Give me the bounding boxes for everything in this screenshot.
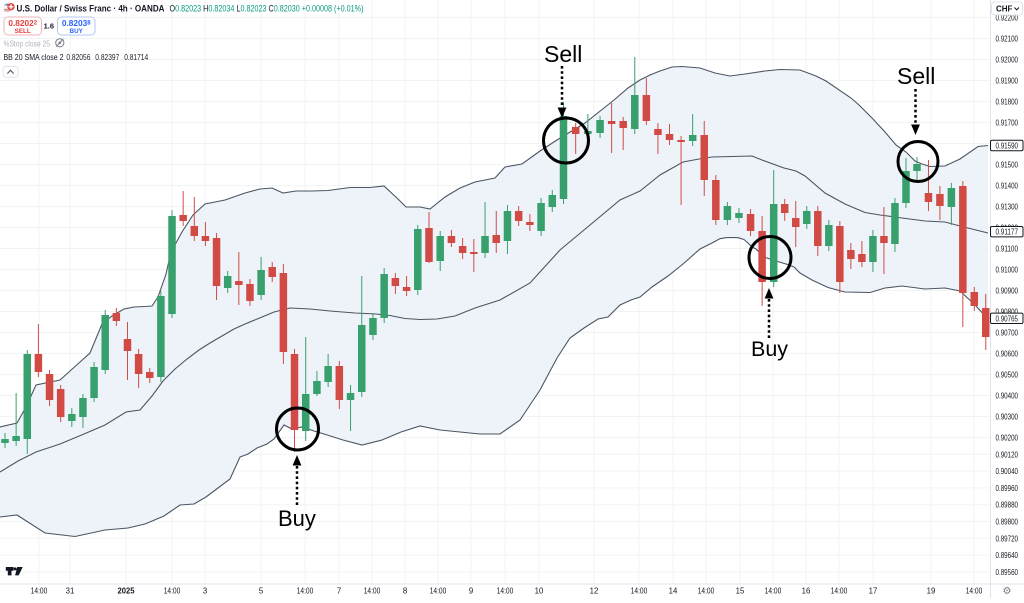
svg-text:BB 20 SMA close 2: BB 20 SMA close 2 <box>4 52 64 62</box>
svg-text:15: 15 <box>736 587 745 596</box>
svg-text:17: 17 <box>869 587 878 596</box>
svg-text:SELL: SELL <box>15 28 31 35</box>
svg-text:12: 12 <box>590 587 599 596</box>
svg-text:14:00: 14:00 <box>297 587 314 596</box>
svg-text:0.90300: 0.90300 <box>996 413 1019 422</box>
svg-text:0.92200: 0.92200 <box>996 14 1019 23</box>
svg-text:U.S. Dollar / Swiss Franc · 4h: U.S. Dollar / Swiss Franc · 4h · OANDA <box>17 4 165 15</box>
svg-text:0.89960: 0.89960 <box>996 484 1019 493</box>
svg-text:Sell: Sell <box>544 41 582 67</box>
svg-text:Buy: Buy <box>751 337 788 361</box>
svg-text:0.91900: 0.91900 <box>996 77 1019 86</box>
svg-text:2025: 2025 <box>118 587 136 596</box>
svg-text:8: 8 <box>403 587 407 596</box>
svg-text:Sell: Sell <box>897 63 935 89</box>
svg-text:0.90700: 0.90700 <box>996 329 1019 338</box>
svg-text:0.89800: 0.89800 <box>996 518 1019 527</box>
svg-text:14:00: 14:00 <box>430 587 447 596</box>
svg-text:1.6: 1.6 <box>44 22 54 31</box>
svg-text:0.89560: 0.89560 <box>996 568 1019 577</box>
svg-text:10: 10 <box>535 587 544 596</box>
svg-text:0.91700: 0.91700 <box>996 119 1019 128</box>
svg-text:14:00: 14:00 <box>364 587 381 596</box>
svg-text:0.89720: 0.89720 <box>996 534 1019 543</box>
svg-text:16: 16 <box>802 587 811 596</box>
svg-text:0.91590: 0.91590 <box>996 142 1019 151</box>
svg-text:0.90800: 0.90800 <box>996 308 1019 317</box>
svg-text:14:00: 14:00 <box>164 587 181 596</box>
svg-text:7: 7 <box>337 587 341 596</box>
svg-text:0.90600: 0.90600 <box>996 350 1019 359</box>
svg-text:BUY: BUY <box>70 28 84 35</box>
svg-text:0.91100: 0.91100 <box>996 245 1019 254</box>
svg-text:14:00: 14:00 <box>966 587 983 596</box>
svg-text:0.89880: 0.89880 <box>996 501 1019 510</box>
svg-text:CHF: CHF <box>996 5 1013 14</box>
svg-text:O0.82023 H0.82034 L0.82023 C0.: O0.82023 H0.82034 L0.82023 C0.82030 +0.0… <box>170 4 364 14</box>
svg-text:0.90200: 0.90200 <box>996 434 1019 443</box>
svg-text:0.91400: 0.91400 <box>996 182 1019 191</box>
svg-text:0.91500: 0.91500 <box>996 161 1019 170</box>
svg-text:9: 9 <box>469 587 473 596</box>
svg-text:0.82038: 0.82038 <box>62 18 91 28</box>
svg-text:14:00: 14:00 <box>31 587 48 596</box>
svg-text:%Stop close 25: %Stop close 25 <box>4 39 51 49</box>
svg-text:0.92100: 0.92100 <box>996 35 1019 44</box>
svg-text:0.90400: 0.90400 <box>996 392 1019 401</box>
svg-text:14:00: 14:00 <box>831 587 848 596</box>
svg-text:0.92000: 0.92000 <box>996 56 1019 65</box>
svg-text:0.81714: 0.81714 <box>124 52 148 62</box>
svg-text:0.90500: 0.90500 <box>996 371 1019 380</box>
svg-text:0.82022: 0.82022 <box>8 18 37 28</box>
svg-text:⚙: ⚙ <box>1003 586 1012 597</box>
svg-text:0.90120: 0.90120 <box>996 450 1019 459</box>
svg-text:0.82056: 0.82056 <box>66 52 90 62</box>
svg-text:3: 3 <box>203 587 207 596</box>
svg-text:31: 31 <box>66 587 75 596</box>
svg-text:0.91177: 0.91177 <box>996 228 1019 237</box>
svg-text:14:00: 14:00 <box>497 587 514 596</box>
svg-text:14:00: 14:00 <box>631 587 648 596</box>
svg-text:0.90900: 0.90900 <box>996 287 1019 296</box>
svg-text:14: 14 <box>669 587 678 596</box>
svg-text:0.91000: 0.91000 <box>996 266 1019 275</box>
svg-text:14:00: 14:00 <box>698 587 715 596</box>
svg-text:0.90765: 0.90765 <box>996 314 1019 323</box>
svg-text:0.82397: 0.82397 <box>95 52 119 62</box>
svg-text:0.90040: 0.90040 <box>996 467 1019 476</box>
svg-text:0.89640: 0.89640 <box>996 551 1019 560</box>
svg-text:0.91300: 0.91300 <box>996 203 1019 212</box>
svg-text:19: 19 <box>927 587 936 596</box>
svg-text:14:00: 14:00 <box>765 587 782 596</box>
svg-text:5: 5 <box>259 587 264 596</box>
svg-text:0.91800: 0.91800 <box>996 98 1019 107</box>
svg-text:Buy: Buy <box>278 506 316 531</box>
